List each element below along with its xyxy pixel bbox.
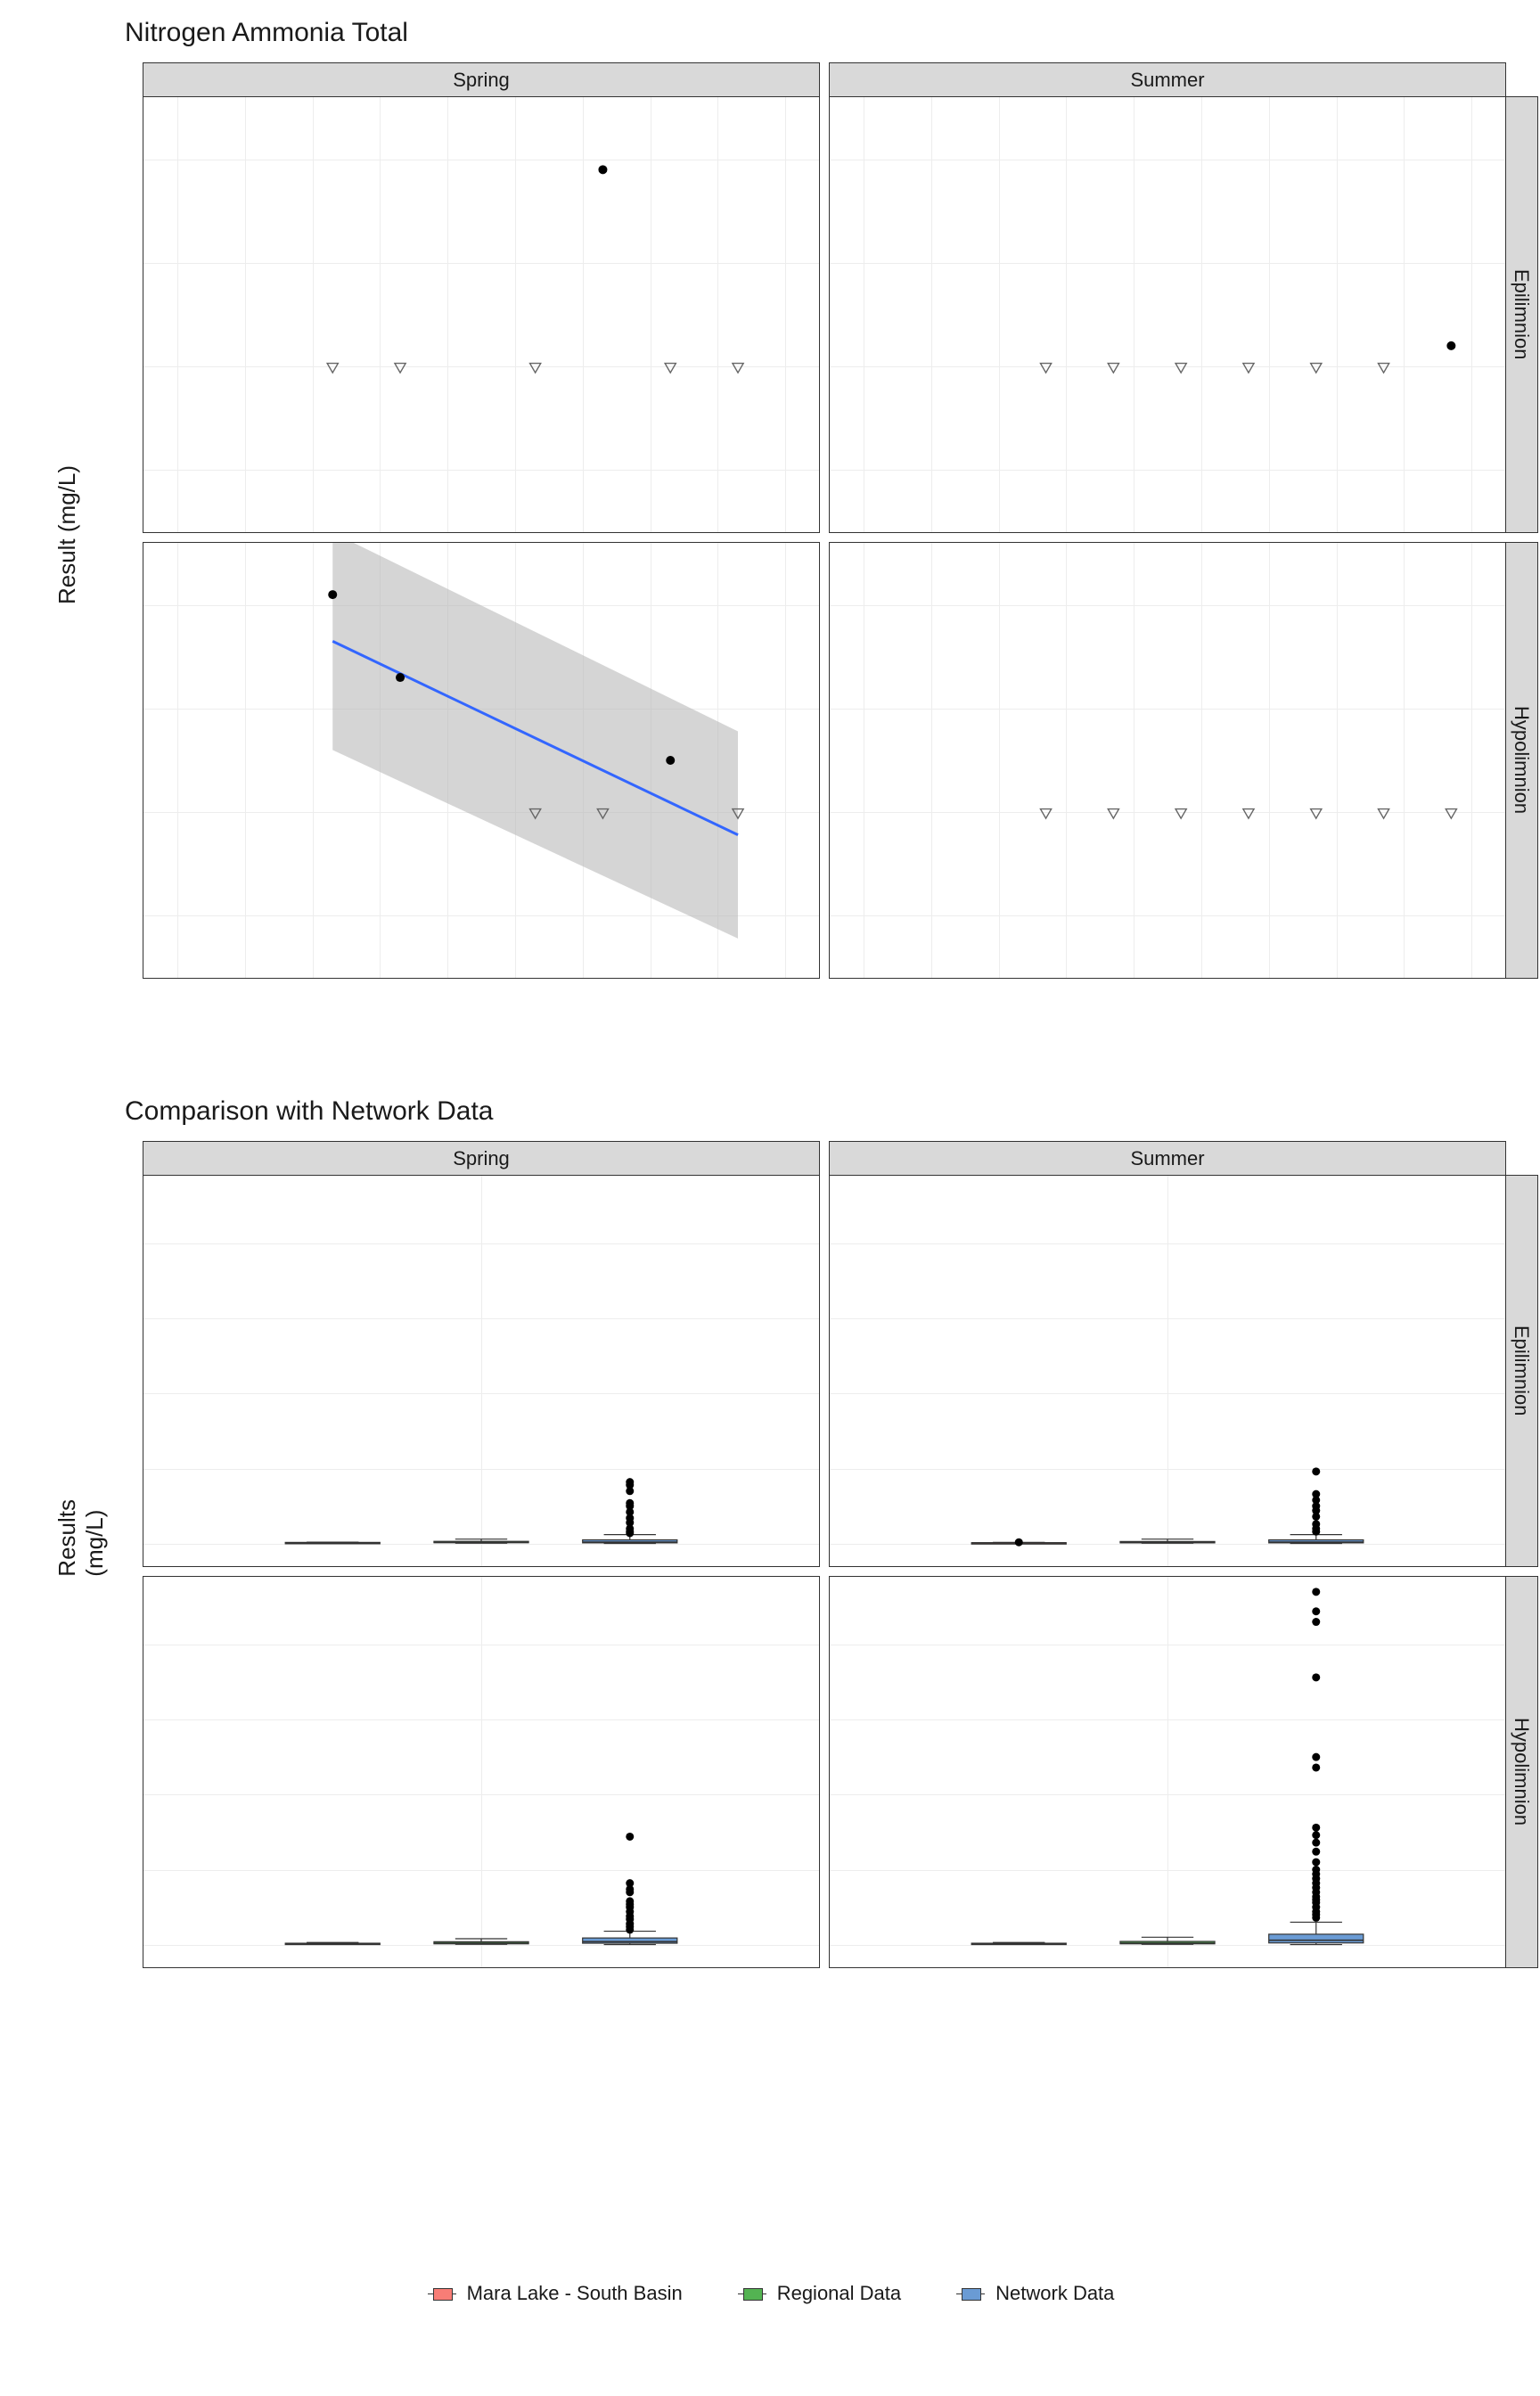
facet-strip-row: Hypolimnion: [1504, 542, 1538, 979]
facet-strip-col: Summer: [829, 62, 1506, 98]
chart2-panel: 0.00.51.01.52.0: [143, 1175, 820, 1567]
chart1-panel: [829, 96, 1506, 533]
data-point: [1446, 341, 1455, 350]
facet-strip-row: Epilimnion: [1504, 96, 1538, 533]
chart2-panel: Nitrogen Ammonia Total: [829, 1576, 1506, 1968]
chart1-panel: 0.0040.0050.0060.007: [143, 96, 820, 533]
x-tick-label: 2020: [1114, 978, 1154, 979]
outlier-point: [1015, 1539, 1023, 1547]
data-point: [396, 673, 405, 682]
outlier-point: [1312, 1753, 1320, 1761]
censored-point: [1446, 809, 1456, 819]
x-tick-label: 2020: [428, 978, 468, 979]
censored-point: [395, 364, 405, 373]
facet-strip-row: Epilimnion: [1504, 1175, 1538, 1567]
x-tick-label: 2017: [911, 978, 951, 979]
boxplot-box: [1269, 1934, 1364, 1943]
legend-item: Network Data: [954, 2282, 1114, 2305]
legend-item: Regional Data: [736, 2282, 901, 2305]
outlier-point: [1312, 1763, 1320, 1771]
outlier-point: [1312, 1673, 1320, 1681]
x-tick-label: 2022: [562, 978, 602, 979]
legend-item: Mara Lake - South Basin: [426, 2282, 683, 2305]
outlier-point: [626, 1487, 634, 1495]
outlier-point: [1312, 1513, 1320, 1521]
outlier-point: [626, 1529, 634, 1537]
outlier-point: [1312, 1467, 1320, 1475]
outlier-point: [626, 1888, 634, 1896]
chart1-title: Nitrogen Ammonia Total: [125, 18, 408, 48]
chart2-title: Comparison with Network Data: [125, 1096, 493, 1127]
chart2-panel: [829, 1175, 1506, 1567]
censored-point: [1108, 364, 1118, 373]
facet-strip-col: Summer: [829, 1141, 1506, 1177]
outlier-point: [1312, 1528, 1320, 1536]
censored-point: [327, 364, 338, 373]
x-tick-label: 2024: [698, 978, 738, 979]
censored-point: [1243, 364, 1254, 373]
outlier-point: [1312, 1839, 1320, 1847]
x-tick-label: 2017: [225, 978, 265, 979]
outlier-point: [626, 1833, 634, 1841]
facet-strip-row: Hypolimnion: [1504, 1576, 1538, 1968]
x-tick-label: 2021: [1182, 978, 1222, 979]
censored-point: [1175, 809, 1186, 819]
data-point: [598, 165, 607, 174]
outlier-point: [626, 1925, 634, 1933]
x-tick-label: 2021: [496, 978, 536, 979]
chart1-panel: 2016 2017 2018 2019 2020 2021 2022 2023 2024 2025: [829, 542, 1506, 979]
legend-swatch: [736, 2285, 768, 2302]
outlier-point: [1312, 1588, 1320, 1596]
legend-label: Mara Lake - South Basin: [467, 2282, 683, 2305]
censored-point: [1040, 809, 1051, 819]
data-point: [328, 590, 337, 599]
x-tick-label: 2016: [158, 978, 198, 979]
x-tick-label: 2025: [766, 978, 806, 979]
legend-swatch: [954, 2285, 987, 2302]
data-point: [666, 756, 675, 765]
censored-point: [1040, 364, 1051, 373]
boxplot-box: [583, 1938, 677, 1943]
x-tick-label: 2018: [292, 978, 332, 979]
censored-point: [1175, 364, 1186, 373]
x-tick-label: 2022: [1249, 978, 1289, 979]
censored-point: [1243, 809, 1254, 819]
outlier-point: [1312, 1831, 1320, 1839]
legend-label: Regional Data: [777, 2282, 901, 2305]
legend-label: Network Data: [995, 2282, 1114, 2305]
x-tick-label: 2019: [360, 978, 400, 979]
outlier-point: [1312, 1859, 1320, 1867]
censored-point: [1378, 364, 1388, 373]
chart2-panel: 0.00.51.01.52.0Nitrogen Ammonia Total: [143, 1576, 820, 1968]
chart1-panel: 0.0040.0050.0060.00720162017201820192020…: [143, 542, 820, 979]
x-tick-label: Nitrogen Ammonia Total: [1073, 1967, 1262, 1968]
outlier-point: [1312, 1607, 1320, 1615]
outlier-point: [1312, 1914, 1320, 1922]
censored-point: [665, 364, 676, 373]
x-tick-label: 2024: [1384, 978, 1424, 979]
x-tick-label: Nitrogen Ammonia Total: [387, 1967, 576, 1968]
facet-strip-col: Spring: [143, 1141, 820, 1177]
censored-point: [1311, 809, 1322, 819]
legend: Mara Lake - South Basin Regional Data Netw…: [0, 2282, 1540, 2305]
chart1-y-label: Result (mg/L): [53, 465, 81, 604]
censored-point: [1108, 809, 1118, 819]
outlier-point: [1312, 1618, 1320, 1626]
censored-point: [1311, 364, 1322, 373]
facet-strip-col: Spring: [143, 62, 820, 98]
outlier-point: [1312, 1824, 1320, 1832]
x-tick-label: 2018: [979, 978, 1019, 979]
x-tick-label: 2023: [630, 978, 670, 979]
censored-point: [733, 364, 743, 373]
legend-swatch: [426, 2285, 458, 2302]
x-tick-label: 2016: [844, 978, 884, 979]
censored-point: [530, 364, 541, 373]
outlier-point: [1312, 1848, 1320, 1856]
x-tick-label: 2023: [1316, 978, 1356, 979]
censored-point: [1378, 809, 1388, 819]
chart2-y-label: Results (mg/L): [53, 1499, 109, 1577]
confidence-band: [332, 543, 738, 939]
x-tick-label: 2019: [1046, 978, 1086, 979]
x-tick-label: 2025: [1452, 978, 1492, 979]
